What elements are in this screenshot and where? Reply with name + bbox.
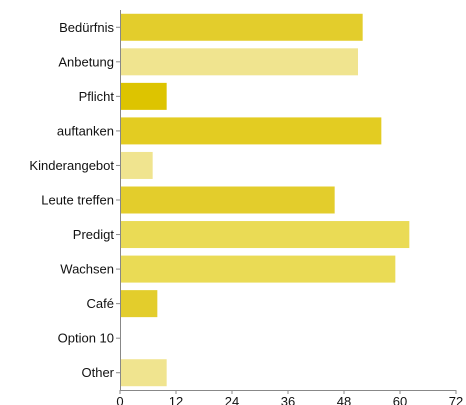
x-tick-label: 72 [449, 394, 463, 405]
bar [121, 186, 335, 214]
bar [121, 290, 158, 318]
x-tick-label: 36 [281, 394, 295, 405]
x-tick-label: 48 [337, 394, 351, 405]
bar [121, 151, 153, 179]
category-label: Café [87, 296, 114, 311]
category-label: auftanken [57, 123, 114, 138]
x-tick-label: 60 [393, 394, 407, 405]
bar [121, 255, 396, 283]
category-label: Pflicht [79, 89, 115, 104]
category-label: Bedürfnis [59, 20, 114, 35]
x-axis-ticks: 0 12 24 36 48 60 72 [116, 394, 463, 405]
x-tick-label: 24 [225, 394, 239, 405]
x-tick-label: 12 [169, 394, 183, 405]
category-label: Wachsen [60, 262, 114, 277]
chart-bars [121, 13, 410, 387]
category-label: Predigt [73, 227, 115, 242]
category-labels: Bedürfnis Anbetung Pflicht auftanken Kindera… [29, 20, 114, 380]
category-label: Option 10 [58, 331, 114, 346]
bar [121, 82, 167, 110]
bar [121, 13, 363, 41]
category-label: Kinderangebot [29, 158, 114, 173]
bar [121, 117, 382, 145]
x-tick-label: 0 [116, 394, 123, 405]
category-label: Other [81, 365, 114, 380]
category-label: Leute treffen [41, 193, 114, 208]
bar [121, 48, 358, 76]
bar [121, 221, 410, 249]
category-label: Anbetung [58, 54, 114, 69]
bar [121, 359, 167, 387]
chart-axes [116, 10, 457, 394]
